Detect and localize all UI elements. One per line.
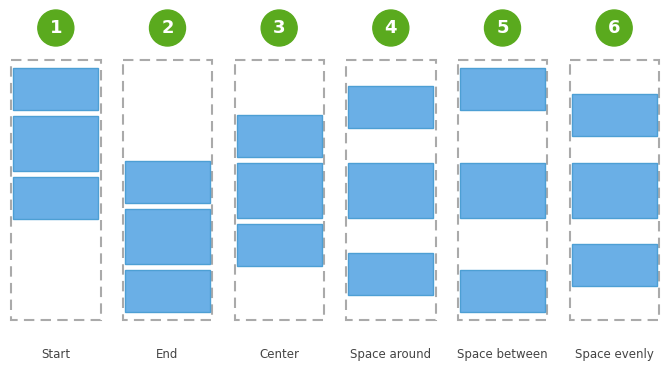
- Circle shape: [484, 10, 521, 46]
- Circle shape: [38, 10, 74, 46]
- Bar: [123, 60, 212, 320]
- Bar: [572, 94, 657, 136]
- Bar: [348, 163, 433, 218]
- Bar: [346, 60, 436, 320]
- Bar: [125, 209, 210, 264]
- Bar: [458, 60, 547, 320]
- Circle shape: [261, 10, 297, 46]
- Bar: [460, 68, 545, 110]
- Text: Space evenly: Space evenly: [575, 348, 654, 361]
- Bar: [570, 60, 659, 320]
- Text: 1: 1: [50, 19, 62, 37]
- Text: Space around: Space around: [350, 348, 431, 361]
- Bar: [11, 60, 100, 320]
- Bar: [572, 163, 657, 218]
- Bar: [237, 115, 322, 156]
- Text: End: End: [156, 348, 179, 361]
- Circle shape: [373, 10, 409, 46]
- Bar: [125, 161, 210, 203]
- Text: Start: Start: [42, 348, 70, 361]
- Text: Space between: Space between: [457, 348, 548, 361]
- Circle shape: [149, 10, 186, 46]
- Text: 5: 5: [496, 19, 509, 37]
- Text: 2: 2: [161, 19, 174, 37]
- Bar: [125, 270, 210, 312]
- Bar: [572, 244, 657, 286]
- Bar: [13, 68, 98, 110]
- Text: 4: 4: [385, 19, 397, 37]
- Text: 3: 3: [273, 19, 285, 37]
- Bar: [234, 60, 324, 320]
- Text: 6: 6: [608, 19, 620, 37]
- Bar: [460, 163, 545, 218]
- Circle shape: [596, 10, 632, 46]
- Bar: [237, 163, 322, 218]
- Bar: [13, 177, 98, 219]
- Bar: [348, 86, 433, 127]
- Bar: [13, 116, 98, 171]
- Bar: [460, 270, 545, 312]
- Bar: [237, 224, 322, 265]
- Bar: [348, 252, 433, 294]
- Text: Center: Center: [259, 348, 299, 361]
